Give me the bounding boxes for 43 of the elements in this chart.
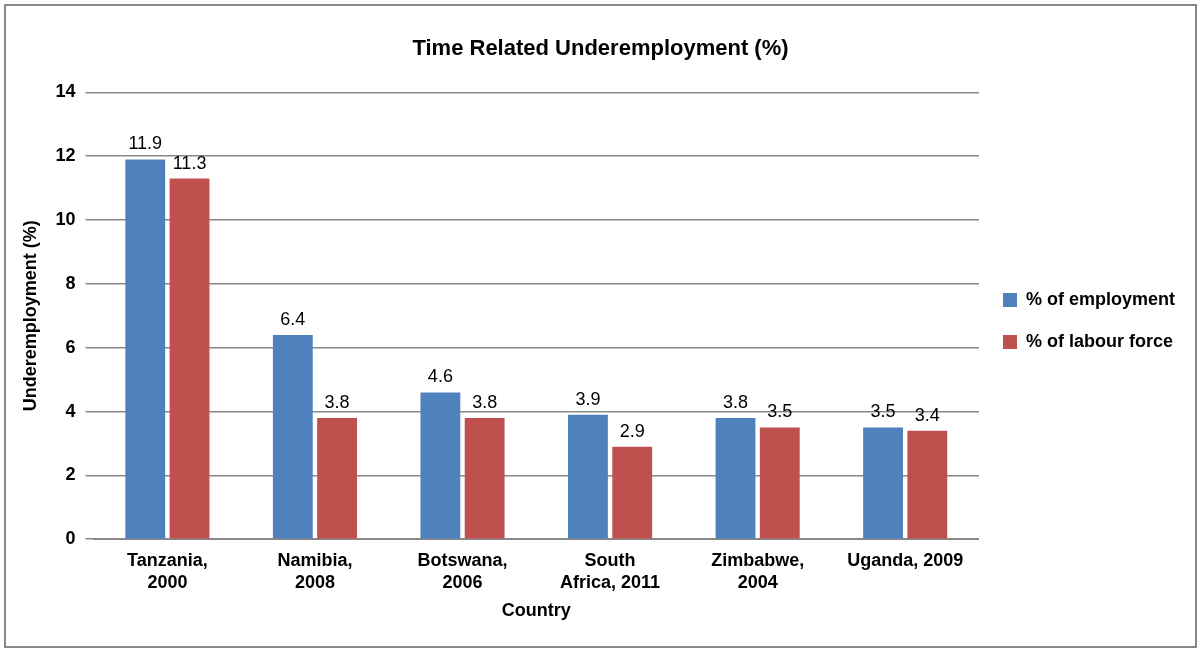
data-label: 3.5	[870, 401, 896, 422]
x-axis-title: Country	[501, 600, 571, 621]
bar	[464, 417, 505, 539]
bar	[612, 446, 653, 539]
bar	[907, 430, 948, 539]
bar	[715, 417, 756, 539]
legend-label: % of employment	[1025, 288, 1176, 309]
y-tick-label: 0	[65, 528, 76, 549]
data-label: 3.8	[722, 391, 749, 412]
data-label: 3.5	[767, 401, 793, 422]
data-label: 11.9	[128, 133, 163, 154]
data-label: 2.9	[619, 420, 645, 441]
x-tick-label: Tanzania, 2000	[127, 549, 208, 592]
data-label: 3.8	[324, 391, 350, 412]
y-tick-label: 2	[65, 464, 76, 485]
y-tick-label: 4	[65, 400, 76, 421]
x-tick-label: Botswana, 2006	[417, 549, 508, 592]
y-tick-label: 8	[65, 272, 76, 293]
y-tick-label: 10	[55, 209, 76, 230]
bar	[169, 178, 210, 539]
x-tick-label: Namibia, 2008	[277, 549, 353, 592]
legend-label: % of labour force	[1025, 330, 1173, 351]
y-tick-label: 6	[65, 336, 76, 357]
bar	[317, 417, 358, 539]
data-label: 4.6	[427, 366, 453, 387]
x-tick-label: Uganda, 2009	[847, 549, 964, 570]
data-label: 3.8	[472, 391, 498, 412]
bar	[420, 392, 461, 539]
bar	[568, 414, 608, 539]
bar	[272, 334, 313, 539]
x-tick-label: South Africa, 2011	[560, 549, 661, 592]
y-tick-label: 12	[55, 145, 76, 166]
y-axis-title: Underemployment (%)	[19, 220, 40, 412]
bar	[125, 159, 166, 539]
data-label: 11.3	[172, 152, 207, 173]
chart-title: Time Related Underemployment (%)	[412, 35, 789, 61]
data-label: 3.4	[914, 404, 940, 425]
x-tick-label: Zimbabwe, 2004	[711, 549, 805, 592]
y-tick-label: 14	[55, 81, 76, 102]
data-label: 6.4	[280, 308, 306, 329]
data-label: 3.9	[575, 388, 601, 409]
bar	[759, 427, 800, 539]
bar	[863, 427, 903, 539]
